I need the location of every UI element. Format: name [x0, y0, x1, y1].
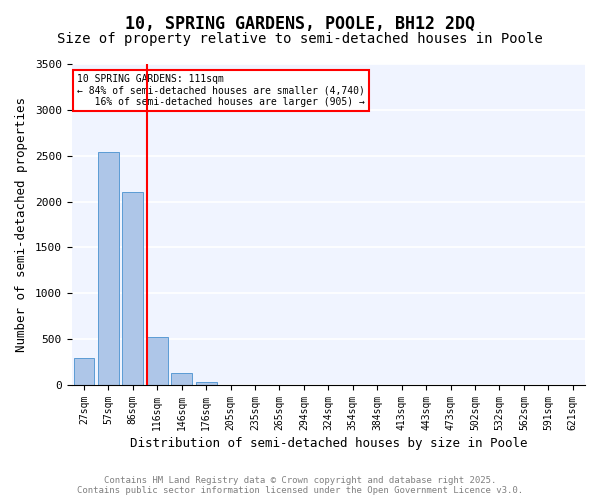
Bar	[196, 382, 217, 385]
Text: Size of property relative to semi-detached houses in Poole: Size of property relative to semi-detach…	[57, 32, 543, 46]
Text: 10, SPRING GARDENS, POOLE, BH12 2DQ: 10, SPRING GARDENS, POOLE, BH12 2DQ	[125, 15, 475, 33]
Y-axis label: Number of semi-detached properties: Number of semi-detached properties	[15, 97, 28, 352]
Text: Contains HM Land Registry data © Crown copyright and database right 2025.
Contai: Contains HM Land Registry data © Crown c…	[77, 476, 523, 495]
X-axis label: Distribution of semi-detached houses by size in Poole: Distribution of semi-detached houses by …	[130, 437, 527, 450]
Bar	[74, 358, 94, 385]
Bar	[122, 192, 143, 385]
Bar	[98, 152, 119, 385]
Bar	[171, 373, 192, 385]
Bar	[147, 338, 167, 385]
Text: 10 SPRING GARDENS: 111sqm
← 84% of semi-detached houses are smaller (4,740)
   1: 10 SPRING GARDENS: 111sqm ← 84% of semi-…	[77, 74, 365, 107]
